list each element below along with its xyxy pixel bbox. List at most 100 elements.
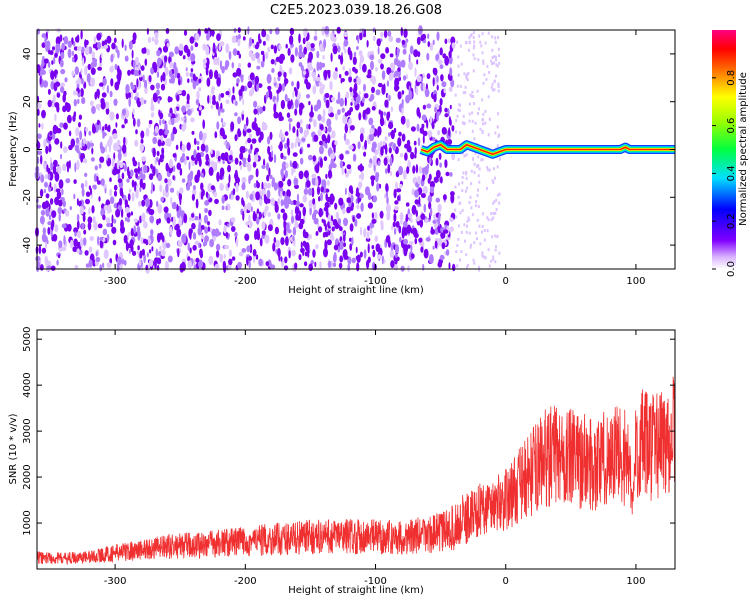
spectrogram-noise-blob bbox=[179, 187, 184, 194]
spectrogram-noise-blob bbox=[330, 52, 333, 62]
spectrogram-noise-blob bbox=[497, 36, 499, 40]
spectrogram-noise-blob bbox=[205, 153, 209, 162]
spectrogram-noise-blob bbox=[100, 178, 105, 186]
spectrogram-noise-blob bbox=[99, 82, 104, 87]
spectrogram-noise-blob bbox=[416, 107, 421, 117]
spectrogram-noise-blob bbox=[110, 196, 115, 204]
spectrogram-noise-blob bbox=[80, 29, 83, 40]
spectrogram-noise-blob bbox=[459, 258, 461, 262]
spectrogram-noise-blob bbox=[42, 80, 49, 88]
spectrogram-noise-blob bbox=[444, 55, 450, 66]
spectrogram-noise-blob bbox=[429, 186, 435, 194]
spectrogram-noise-blob bbox=[80, 183, 85, 189]
spectrogram-noise-blob bbox=[187, 242, 190, 251]
spectrogram-noise-blob bbox=[264, 205, 269, 212]
spectrogram-noise-blob bbox=[170, 196, 173, 205]
spectrogram-noise-blob bbox=[214, 69, 219, 80]
spectrogram-noise-blob bbox=[451, 125, 455, 132]
spectrogram-noise-blob bbox=[49, 50, 54, 56]
spectrogram-noise-blob bbox=[256, 82, 259, 92]
spectrogram-noise-blob bbox=[186, 184, 191, 191]
spectrogram-noise-blob bbox=[189, 247, 192, 254]
spectrogram-noise-blob bbox=[231, 35, 237, 44]
spectrogram-noise-blob bbox=[89, 236, 94, 241]
spectrogram-noise-blob bbox=[325, 193, 329, 201]
spectrogram-noise-blob bbox=[302, 37, 306, 45]
spectrogram-noise-blob bbox=[234, 172, 239, 180]
spectrogram-noise-blob bbox=[325, 173, 328, 179]
spectrogram-noise-blob bbox=[59, 34, 63, 42]
spectrogram-noise-blob bbox=[499, 157, 501, 161]
spectrogram-noise-blob bbox=[284, 256, 288, 264]
spectrogram-noise-blob bbox=[294, 221, 299, 229]
spectrogram-noise-blob bbox=[67, 114, 72, 124]
spectrogram-noise-blob bbox=[497, 47, 500, 51]
spectrogram-noise-blob bbox=[272, 242, 276, 252]
spectrogram-noise-blob bbox=[481, 212, 484, 216]
spectrogram-noise-blob bbox=[191, 213, 195, 218]
spectrogram-noise-blob bbox=[360, 226, 362, 236]
spectrogram-noise-blob bbox=[285, 222, 290, 232]
snr-x-tick-label: 0 bbox=[503, 576, 509, 587]
spectrogram-noise-blob bbox=[427, 194, 433, 204]
spectrogram-noise-blob bbox=[455, 119, 458, 123]
spectrogram-noise-blob bbox=[175, 144, 179, 150]
spectrogram-noise-blob bbox=[490, 259, 493, 263]
spectrogram-noise-blob bbox=[467, 263, 469, 267]
spectrogram-noise-blob bbox=[228, 154, 233, 161]
spectrogram-noise-blob bbox=[54, 196, 60, 206]
spectrogram-noise-blob bbox=[355, 246, 358, 254]
spectrogram-noise-blob bbox=[255, 217, 260, 225]
spectrogram-noise-blob bbox=[258, 258, 263, 267]
spectrogram-noise-blob bbox=[189, 72, 194, 78]
spectrogram-noise-blob bbox=[377, 160, 381, 167]
snr-x-tick-label: -300 bbox=[104, 576, 127, 587]
spectrogram-noise-blob bbox=[123, 136, 126, 145]
spectrogram-noise-blob bbox=[380, 31, 384, 38]
spectrogram-noise-blob bbox=[486, 64, 489, 68]
spectrogram-noise-blob bbox=[266, 189, 271, 199]
spectrogram-noise-blob bbox=[344, 48, 347, 54]
spectrogram-noise-blob bbox=[193, 137, 197, 146]
spectrogram-noise-blob bbox=[434, 106, 437, 113]
spectrogram-noise-blob bbox=[44, 181, 48, 188]
spectrogram-noise-blob bbox=[193, 245, 196, 251]
spectrogram-noise-blob bbox=[433, 118, 437, 124]
spectrogram-noise-blob bbox=[281, 133, 285, 141]
spectrogram-noise-blob bbox=[315, 177, 319, 187]
spectrogram-noise-blob bbox=[418, 237, 423, 243]
spectrogram-noise-blob bbox=[57, 165, 62, 175]
spectrogram-noise-blob bbox=[35, 255, 41, 262]
spectrogram-noise-blob bbox=[105, 217, 111, 224]
spectrogram-noise-blob bbox=[492, 211, 495, 215]
spectrogram-noise-blob bbox=[106, 262, 112, 269]
spectrogram-noise-blob bbox=[171, 201, 177, 210]
spectrogram-noise-blob bbox=[303, 231, 309, 239]
spectrogram-noise-blob bbox=[199, 248, 203, 257]
spectrogram-noise-blob bbox=[52, 164, 57, 175]
spectrogram-noise-blob bbox=[429, 180, 435, 189]
spectrogram-noise-blob bbox=[420, 193, 426, 199]
spectrogram-noise-blob bbox=[254, 117, 257, 123]
spectrogram-noise-blob bbox=[286, 112, 291, 118]
spectrogram-noise-blob bbox=[385, 47, 390, 54]
spectrogram-noise-blob bbox=[169, 78, 172, 84]
spectrogram-noise-blob bbox=[67, 40, 73, 48]
spectrogram-noise-blob bbox=[109, 188, 113, 197]
spectrogram-noise-blob bbox=[293, 178, 299, 186]
spectrogram-noise-blob bbox=[472, 53, 475, 57]
spectrogram-noise-blob bbox=[266, 73, 272, 84]
spectrogram-noise-blob bbox=[451, 42, 456, 49]
spectrogram-noise-blob bbox=[419, 218, 424, 228]
spectrogram-noise-blob bbox=[207, 95, 210, 104]
spectrogram-noise-blob bbox=[58, 199, 63, 207]
spectrogram-noise-blob bbox=[159, 232, 164, 240]
spectrogram-noise-blob bbox=[123, 234, 128, 244]
spectrogram-noise-blob bbox=[90, 157, 95, 162]
spectrogram-noise-blob bbox=[333, 244, 339, 251]
spectrogram-noise-blob bbox=[406, 224, 412, 234]
spectrogram-noise-blob bbox=[195, 257, 200, 263]
spectrogram-noise-blob bbox=[58, 254, 61, 259]
spectrogram-noise-blob bbox=[71, 56, 75, 63]
spectrogram-noise-blob bbox=[371, 178, 375, 187]
